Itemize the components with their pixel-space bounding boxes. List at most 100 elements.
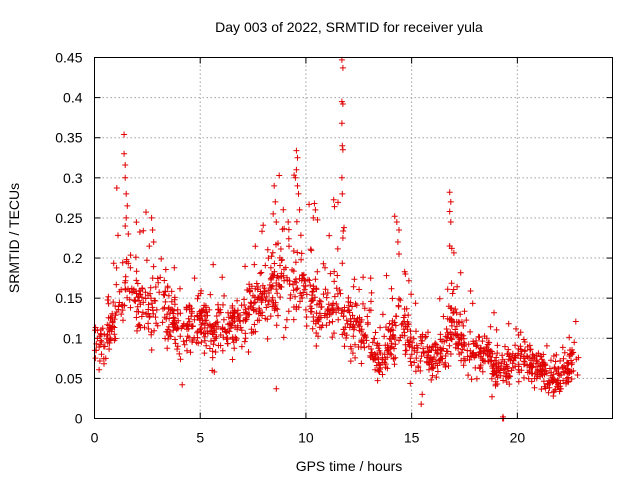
data-point (425, 348, 432, 354)
data-point (297, 298, 303, 305)
data-point (320, 291, 327, 298)
data-point (411, 347, 418, 354)
data-point (389, 295, 396, 302)
data-point (271, 268, 278, 275)
data-point (112, 335, 119, 342)
data-point (275, 274, 282, 281)
data-point (551, 364, 558, 371)
data-point (413, 355, 420, 362)
data-point (463, 317, 470, 324)
data-point (503, 379, 510, 385)
data-point (187, 349, 194, 356)
data-point (294, 249, 301, 256)
data-point (310, 288, 316, 295)
data-point (551, 388, 558, 395)
data-point (479, 368, 486, 375)
data-point (251, 261, 258, 268)
data-point (104, 339, 111, 346)
data-point (311, 200, 318, 207)
data-point (383, 272, 390, 279)
data-point (351, 276, 358, 283)
data-point (224, 340, 231, 347)
data-points (91, 56, 582, 422)
data-point (328, 310, 334, 317)
data-point (152, 297, 159, 304)
data-point (110, 323, 116, 330)
data-point (314, 316, 321, 323)
data-point (116, 288, 123, 295)
data-point (350, 333, 357, 340)
data-point (229, 302, 236, 309)
data-point (391, 213, 398, 220)
data-point (216, 309, 223, 316)
data-point (363, 337, 370, 344)
data-point (161, 277, 168, 284)
data-point (430, 365, 437, 371)
data-point (260, 222, 267, 229)
data-point (345, 302, 352, 309)
data-point (171, 296, 178, 303)
grid-lines (94, 57, 613, 419)
data-point (479, 338, 486, 345)
data-point (323, 294, 330, 301)
data-point (433, 341, 440, 348)
data-point (418, 401, 425, 408)
data-point (468, 376, 475, 383)
data-point (276, 172, 283, 179)
data-point (145, 325, 152, 332)
data-point (432, 340, 439, 347)
data-point (436, 357, 443, 364)
data-point (343, 317, 350, 324)
data-point (485, 339, 492, 346)
data-point (310, 214, 317, 221)
data-point (318, 324, 325, 331)
data-point (234, 297, 241, 304)
data-point (201, 337, 208, 344)
data-point (194, 295, 201, 302)
data-point (303, 291, 310, 298)
data-point (397, 297, 404, 304)
data-point (285, 219, 292, 225)
data-point (202, 304, 209, 311)
data-point (467, 288, 474, 294)
data-point (282, 324, 289, 331)
data-point (460, 362, 467, 369)
data-point (209, 354, 216, 361)
data-point (295, 190, 302, 197)
data-point (384, 354, 391, 361)
y-tick-label: 0.4 (63, 90, 83, 106)
data-point (241, 296, 248, 303)
data-point (339, 146, 346, 153)
data-point (362, 334, 369, 341)
data-point (392, 322, 399, 329)
data-point (334, 272, 341, 279)
data-point (188, 323, 195, 330)
data-point (183, 337, 190, 344)
data-point (502, 343, 508, 350)
data-point (368, 289, 375, 296)
data-point (520, 336, 527, 343)
data-point (467, 328, 474, 335)
data-point (418, 353, 425, 360)
data-point (104, 297, 111, 303)
data-point (96, 358, 103, 364)
data-point (536, 371, 543, 378)
data-point (480, 347, 487, 354)
data-point (511, 354, 518, 361)
data-point (156, 289, 163, 296)
data-point (552, 358, 559, 365)
data-point (104, 321, 111, 328)
data-point (465, 341, 472, 348)
data-point (198, 321, 205, 328)
data-point (92, 355, 99, 362)
data-point (290, 248, 297, 254)
data-point (339, 64, 346, 71)
data-point (500, 366, 507, 373)
data-point (543, 342, 550, 349)
data-point (113, 281, 120, 288)
data-point (487, 353, 494, 359)
data-point (461, 343, 467, 350)
data-point (232, 324, 239, 331)
data-point (372, 329, 379, 336)
data-point (538, 386, 545, 393)
